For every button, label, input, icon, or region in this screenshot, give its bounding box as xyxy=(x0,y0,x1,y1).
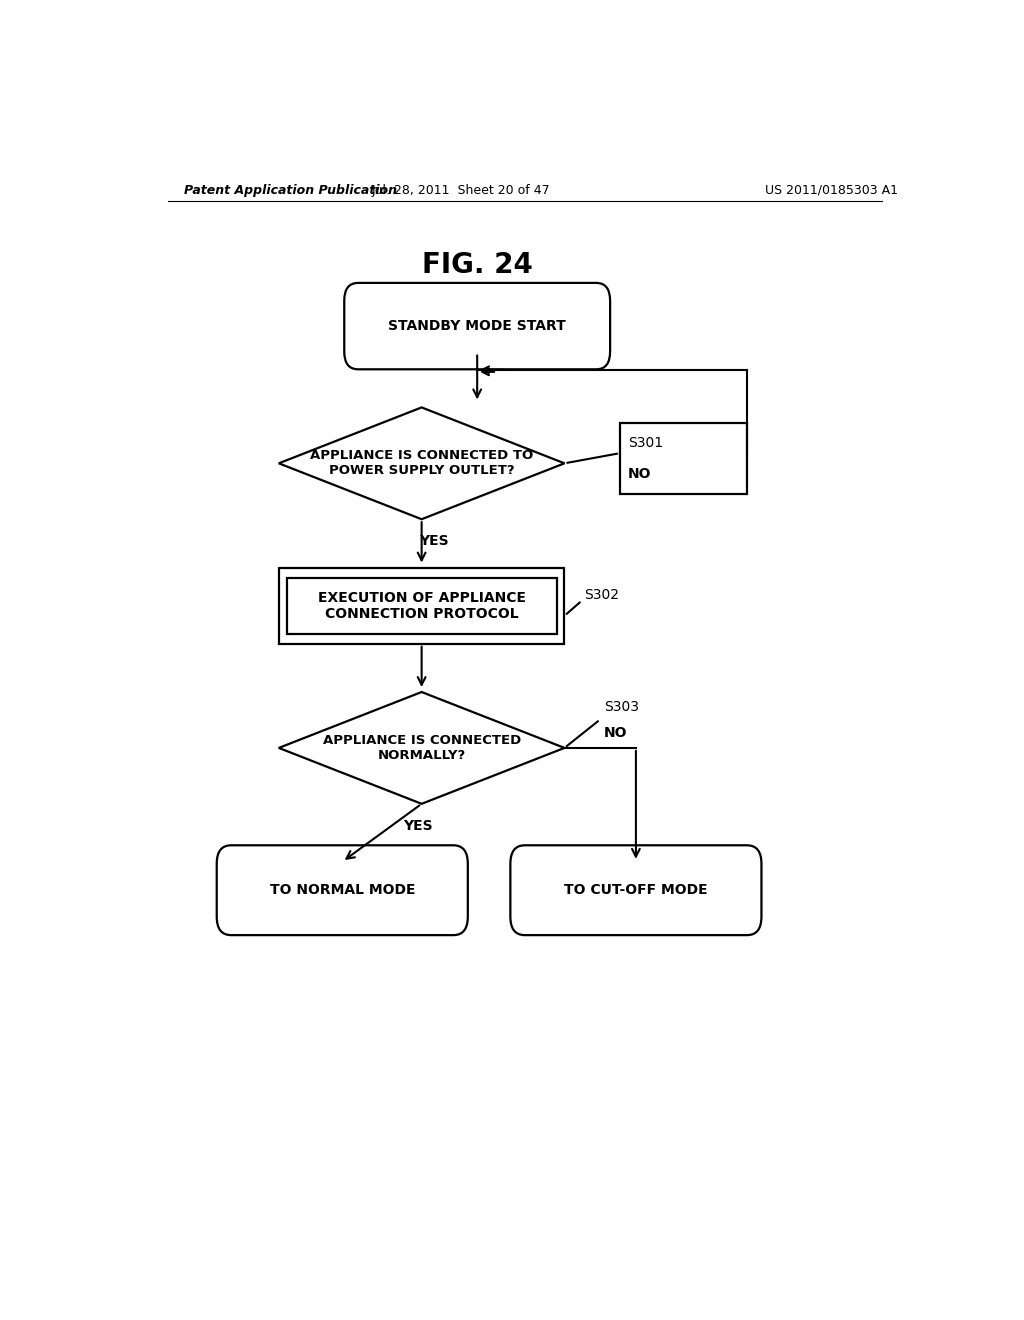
Text: S301: S301 xyxy=(628,436,664,450)
Polygon shape xyxy=(279,408,564,519)
Text: APPLIANCE IS CONNECTED TO
POWER SUPPLY OUTLET?: APPLIANCE IS CONNECTED TO POWER SUPPLY O… xyxy=(310,449,534,478)
Text: S302: S302 xyxy=(585,589,620,602)
Text: Jul. 28, 2011  Sheet 20 of 47: Jul. 28, 2011 Sheet 20 of 47 xyxy=(372,183,551,197)
Bar xyxy=(287,578,557,634)
Text: Patent Application Publication: Patent Application Publication xyxy=(183,183,396,197)
FancyBboxPatch shape xyxy=(217,845,468,935)
Polygon shape xyxy=(279,692,564,804)
Text: S303: S303 xyxy=(604,700,639,714)
Text: US 2011/0185303 A1: US 2011/0185303 A1 xyxy=(765,183,898,197)
FancyBboxPatch shape xyxy=(510,845,762,935)
Text: FIG. 24: FIG. 24 xyxy=(422,251,532,279)
Text: YES: YES xyxy=(419,535,449,549)
Text: APPLIANCE IS CONNECTED
NORMALLY?: APPLIANCE IS CONNECTED NORMALLY? xyxy=(323,734,521,762)
Text: NO: NO xyxy=(604,726,628,739)
Text: EXECUTION OF APPLIANCE
CONNECTION PROTOCOL: EXECUTION OF APPLIANCE CONNECTION PROTOC… xyxy=(317,590,525,620)
Text: TO NORMAL MODE: TO NORMAL MODE xyxy=(269,883,415,898)
Bar xyxy=(279,568,564,644)
Text: NO: NO xyxy=(628,467,651,480)
Text: STANDBY MODE START: STANDBY MODE START xyxy=(388,319,566,333)
Bar xyxy=(620,422,746,494)
Text: TO CUT-OFF MODE: TO CUT-OFF MODE xyxy=(564,883,708,898)
FancyBboxPatch shape xyxy=(344,282,610,370)
Text: YES: YES xyxy=(402,818,432,833)
